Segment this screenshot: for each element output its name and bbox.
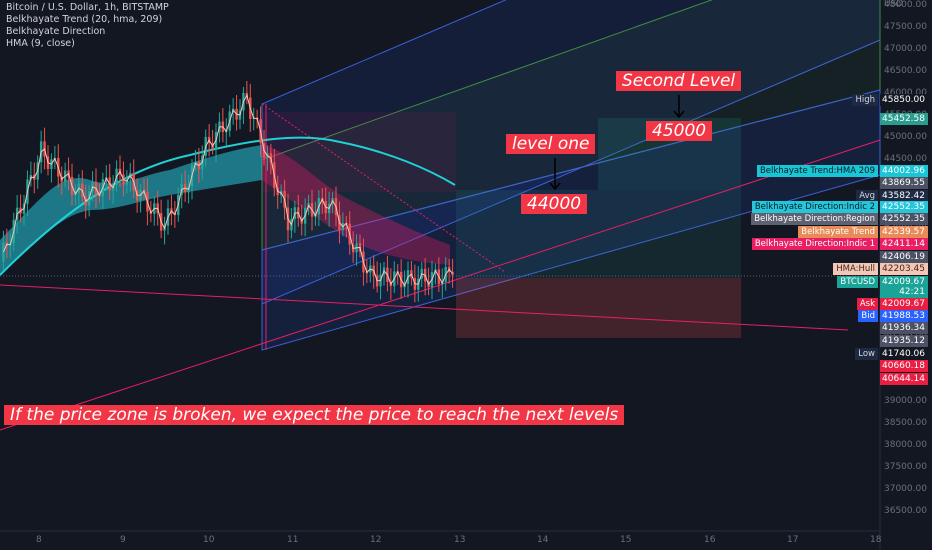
time-tick: 14: [537, 535, 549, 545]
annotation-bottom-note[interactable]: If the price zone is broken, we expect t…: [4, 405, 625, 426]
price-label-value: 42406.19: [880, 251, 928, 263]
arrow-head-second: [673, 110, 685, 119]
price-tick: 37000.00: [884, 484, 927, 494]
price-label-name: Bid: [858, 310, 878, 322]
price-axis-currency: USD: [884, 0, 904, 9]
price-tick: 38000.00: [884, 440, 927, 450]
time-tick: 18: [870, 535, 882, 545]
price-label-value: 43869.55: [880, 177, 928, 189]
price-label-value: 42411.14: [880, 238, 928, 250]
time-tick: 16: [704, 535, 716, 545]
price-tick: 38500.00: [884, 418, 927, 428]
time-tick: 13: [454, 535, 466, 545]
price-label-value: 42009.67: [880, 298, 928, 310]
price-label-name: Belkhayate Trend: [798, 226, 878, 238]
direction-cloud-up: [0, 145, 262, 275]
direction-cloud-down: [262, 145, 450, 265]
price-tick: 37500.00: [884, 462, 927, 472]
trend-line-lower: [0, 139, 881, 431]
price-label-name: Belkhayate Direction:Region: [751, 213, 878, 225]
price-label-value: 41935.12: [880, 335, 928, 347]
drop-zone: [262, 112, 456, 192]
level-one-zone: [456, 190, 741, 278]
time-tick: 10: [203, 535, 215, 545]
price-label-name: BTCUSD: [837, 276, 878, 288]
price-label-value: 40644.14: [880, 373, 928, 385]
price-label-name: Belkhayate Direction:Indic 1: [751, 238, 878, 250]
price-label-value: 42203.45: [880, 263, 928, 275]
arrow-head-one: [549, 182, 561, 191]
price-label-name: Low: [855, 348, 878, 360]
time-tick: 12: [370, 535, 382, 545]
price-label-name: High: [852, 94, 878, 106]
price-label-value: 45452.58: [880, 113, 928, 125]
price-label-value: 42:21: [880, 286, 928, 298]
annotation-44000[interactable]: 44000: [521, 194, 588, 215]
price-tick: 46500.00: [884, 66, 927, 76]
indicator-hma-label[interactable]: HMA (9, close): [6, 38, 75, 49]
hull-ma-line: [2, 93, 453, 287]
price-label-name: Belkhayate Trend:HMA 209: [756, 165, 878, 177]
price-label-value: 41740.06: [880, 348, 928, 360]
price-label-value: 42552.35: [880, 201, 928, 213]
time-tick: 17: [787, 535, 799, 545]
price-label-name: Avg: [856, 190, 878, 202]
price-label-value: 45850.00: [880, 94, 928, 106]
price-label-value: 44002.96: [880, 165, 928, 177]
price-label-name: Ask: [856, 298, 878, 310]
annotation-level-one[interactable]: level one: [506, 134, 596, 155]
support-line: [0, 284, 849, 331]
time-tick: 9: [120, 535, 126, 545]
annotation-45000[interactable]: 45000: [646, 121, 713, 142]
price-label-value: 43582.42: [880, 190, 928, 202]
time-tick: 15: [620, 535, 632, 545]
annotation-second-level[interactable]: Second Level: [616, 71, 742, 92]
time-tick: 11: [287, 535, 299, 545]
price-tick: 47000.00: [884, 44, 927, 54]
price-tick: 44500.00: [884, 154, 927, 164]
price-label-value: 41936.34: [880, 322, 928, 334]
price-tick: 48000.00: [884, 0, 927, 10]
trend-line-upper: [261, 103, 506, 273]
price-label-value: 40660.18: [880, 360, 928, 372]
price-label-value: 42009.67: [880, 276, 928, 288]
price-tick: 46000.00: [884, 88, 927, 98]
price-tick: 43000.00: [884, 220, 927, 230]
time-tick: 8: [36, 535, 42, 545]
indicator-trend-label[interactable]: Belkhayate Trend (20, hma, 209): [6, 14, 163, 25]
price-label-value: 42539.57: [880, 226, 928, 238]
price-label-value: 42552.35: [880, 213, 928, 225]
price-tick: 36500.00: [884, 506, 927, 516]
price-label-name: Belkhayate Direction:Indic 2: [751, 201, 878, 213]
price-label-name: HMA:Hull: [833, 263, 878, 275]
trend-hma-line: [0, 136, 456, 276]
price-tick: 45000.00: [884, 132, 927, 142]
stop-zone: [456, 278, 741, 338]
price-tick: 47500.00: [884, 22, 927, 32]
price-tick: 39000.00: [884, 396, 927, 406]
indicator-direction-label[interactable]: Belkhayate Direction: [6, 26, 106, 37]
chart-title: Bitcoin / U.S. Dollar, 1h, BITSTAMP: [6, 2, 169, 13]
price-label-value: 41988.53: [880, 310, 928, 322]
